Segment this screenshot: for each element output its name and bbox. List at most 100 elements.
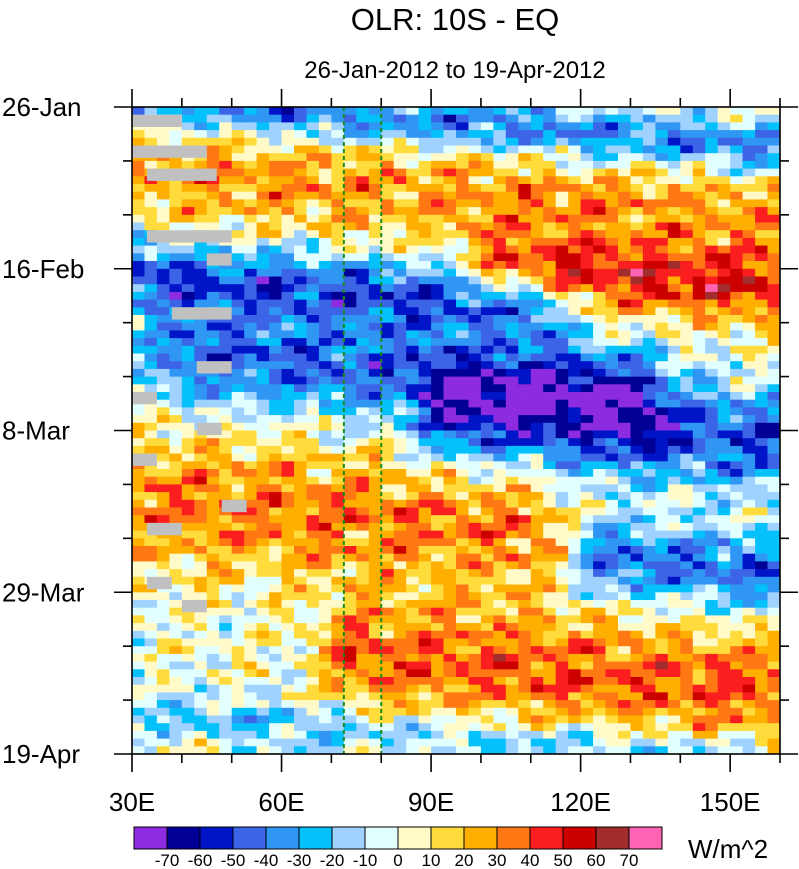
heatmap-cell bbox=[480, 153, 494, 162]
heatmap-cell bbox=[605, 592, 619, 601]
heatmap-cell bbox=[605, 623, 619, 632]
heatmap-cell bbox=[755, 268, 769, 278]
heatmap-cell bbox=[730, 661, 744, 670]
heatmap-cell bbox=[431, 345, 445, 355]
heatmap-cell bbox=[505, 707, 519, 717]
heatmap-cell bbox=[281, 322, 295, 331]
heatmap-cell bbox=[730, 630, 744, 640]
heatmap-cell bbox=[318, 430, 332, 439]
heatmap-cell bbox=[144, 438, 158, 447]
heatmap-cell bbox=[705, 145, 719, 154]
heatmap-cell bbox=[568, 600, 582, 609]
heatmap-cell bbox=[555, 245, 569, 254]
heatmap-cell bbox=[256, 438, 270, 447]
heatmap-cell bbox=[194, 322, 208, 331]
heatmap-cell bbox=[294, 137, 308, 147]
heatmap-cell bbox=[742, 114, 756, 123]
heatmap-cell bbox=[443, 507, 457, 516]
heatmap-cell bbox=[568, 746, 582, 754]
heatmap-cell bbox=[555, 546, 569, 555]
heatmap-cell bbox=[194, 677, 208, 686]
heatmap-cell bbox=[219, 638, 233, 647]
heatmap-cell bbox=[294, 160, 308, 170]
heatmap-cell bbox=[755, 368, 769, 378]
heatmap-cell bbox=[680, 199, 694, 208]
heatmap-cell bbox=[605, 445, 619, 455]
heatmap-cell bbox=[667, 715, 681, 724]
heatmap-cell bbox=[406, 422, 420, 432]
heatmap-cell bbox=[642, 723, 656, 732]
heatmap-cell bbox=[580, 368, 594, 378]
heatmap-cell bbox=[555, 368, 569, 378]
heatmap-cell bbox=[418, 515, 432, 524]
heatmap-cell bbox=[593, 415, 607, 424]
heatmap-cell bbox=[505, 291, 519, 301]
heatmap-cell bbox=[269, 237, 283, 247]
heatmap-cell bbox=[605, 469, 619, 478]
heatmap-cell bbox=[493, 345, 507, 355]
heatmap-cell bbox=[306, 507, 320, 516]
heatmap-cell bbox=[755, 538, 769, 547]
heatmap-cell bbox=[443, 168, 457, 177]
heatmap-cell bbox=[231, 576, 245, 586]
heatmap-cell bbox=[281, 145, 295, 154]
heatmap-cell bbox=[219, 107, 233, 116]
heatmap-cell bbox=[356, 453, 370, 462]
heatmap-cell bbox=[730, 330, 744, 339]
heatmap-cell bbox=[331, 469, 345, 478]
heatmap-cell bbox=[468, 661, 482, 670]
heatmap-cell bbox=[543, 684, 557, 693]
heatmap-cell bbox=[692, 546, 706, 555]
heatmap-cell bbox=[468, 738, 482, 747]
heatmap-cell bbox=[630, 153, 644, 162]
heatmap-cell bbox=[231, 361, 245, 370]
heatmap-cell bbox=[244, 253, 258, 262]
heatmap-cell bbox=[244, 623, 258, 632]
heatmap-cell bbox=[443, 592, 457, 601]
heatmap-cell bbox=[730, 492, 744, 501]
heatmap-cell bbox=[431, 438, 445, 447]
heatmap-cell bbox=[443, 361, 457, 370]
heatmap-cell bbox=[281, 653, 295, 663]
heatmap-cell bbox=[493, 461, 507, 470]
heatmap-cell bbox=[431, 476, 445, 485]
heatmap-cell bbox=[518, 492, 532, 501]
heatmap-cell bbox=[244, 299, 258, 308]
heatmap-cell bbox=[655, 284, 669, 293]
heatmap-cell bbox=[406, 191, 420, 200]
heatmap-cell bbox=[692, 707, 706, 717]
heatmap-cell bbox=[468, 723, 482, 732]
heatmap-cell bbox=[568, 661, 582, 670]
heatmap-cell bbox=[368, 461, 382, 470]
heatmap-cell bbox=[406, 692, 420, 701]
heatmap-cell bbox=[431, 307, 445, 316]
heatmap-cell bbox=[343, 553, 357, 562]
heatmap-cell bbox=[356, 399, 370, 408]
heatmap-cell bbox=[318, 214, 332, 224]
heatmap-cell bbox=[468, 530, 482, 539]
heatmap-cell bbox=[306, 299, 320, 308]
heatmap-cell bbox=[431, 738, 445, 747]
heatmap-cell bbox=[231, 184, 245, 193]
heatmap-cell bbox=[381, 669, 395, 678]
heatmap-cell bbox=[730, 291, 744, 301]
heatmap-cell bbox=[181, 715, 195, 724]
heatmap-cell bbox=[181, 453, 195, 462]
heatmap-cell bbox=[730, 299, 744, 308]
heatmap-cell bbox=[618, 422, 632, 432]
heatmap-cell bbox=[593, 430, 607, 439]
heatmap-cell bbox=[692, 430, 706, 439]
heatmap-cell bbox=[269, 684, 283, 693]
heatmap-cell bbox=[343, 345, 357, 355]
heatmap-cell bbox=[605, 461, 619, 470]
heatmap-cell bbox=[132, 199, 146, 208]
heatmap-cell bbox=[144, 361, 158, 370]
heatmap-cell bbox=[555, 114, 569, 123]
heatmap-cell bbox=[493, 430, 507, 439]
heatmap-cell bbox=[530, 438, 544, 447]
heatmap-cell bbox=[767, 130, 780, 139]
heatmap-cell bbox=[468, 692, 482, 701]
heatmap-cell bbox=[480, 738, 494, 747]
heatmap-cell bbox=[667, 168, 681, 177]
colorbar-swatch bbox=[364, 826, 399, 850]
